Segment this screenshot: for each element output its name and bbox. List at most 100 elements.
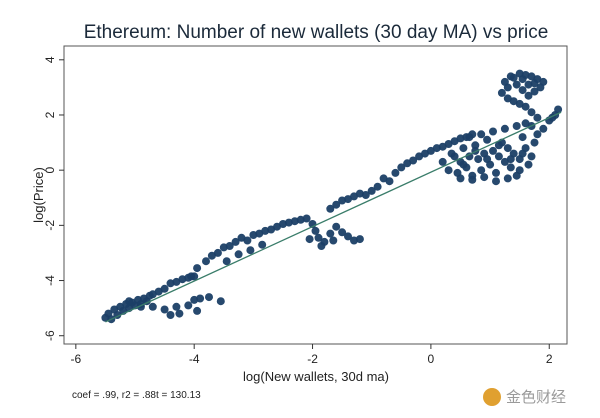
data-point	[518, 75, 527, 84]
data-point	[503, 94, 512, 103]
data-point	[494, 141, 503, 150]
data-point	[465, 133, 474, 142]
data-point	[216, 297, 225, 306]
data-point	[468, 175, 477, 184]
data-point	[500, 124, 509, 133]
data-point	[459, 144, 468, 153]
data-point	[554, 105, 563, 114]
y-axis-label: log(Price)	[31, 167, 46, 223]
data-point	[527, 152, 536, 161]
data-point	[207, 251, 216, 260]
data-point	[503, 174, 512, 183]
data-point	[187, 272, 196, 281]
data-point	[459, 160, 468, 169]
data-point	[477, 130, 486, 139]
data-point	[302, 214, 311, 223]
y-tick-label: 0	[43, 167, 57, 174]
data-point	[447, 149, 456, 158]
x-axis-label: log(New wallets, 30d ma)	[243, 369, 389, 384]
y-tick-label: -4	[43, 275, 57, 286]
data-point	[515, 166, 524, 175]
data-point	[385, 177, 394, 186]
data-point	[175, 309, 184, 318]
data-point	[524, 160, 533, 169]
fit-line-group	[105, 111, 562, 323]
data-point	[530, 138, 539, 147]
data-point	[311, 226, 320, 235]
y-tick-label: 4	[43, 56, 57, 63]
watermark-text: 金色财经	[506, 389, 566, 406]
data-point	[234, 250, 243, 259]
data-point	[367, 186, 376, 195]
y-tick-label: 2	[43, 111, 57, 118]
data-point	[332, 200, 341, 209]
data-point	[524, 80, 533, 89]
data-point	[524, 91, 533, 100]
data-point	[527, 108, 536, 117]
data-point	[148, 302, 157, 311]
data-point	[465, 152, 474, 161]
data-point	[329, 236, 338, 245]
data-point	[512, 80, 521, 89]
data-point	[474, 155, 483, 164]
data-point	[530, 87, 539, 96]
data-point	[361, 191, 370, 199]
data-point	[539, 124, 548, 133]
data-point	[492, 177, 500, 186]
data-point	[444, 166, 453, 175]
data-point	[213, 248, 222, 257]
data-point	[225, 242, 234, 250]
data-point	[202, 257, 210, 266]
data-point	[492, 168, 500, 177]
data-point	[314, 233, 323, 242]
data-point	[231, 237, 240, 246]
data-point	[273, 222, 281, 231]
regression-annotation: coef = .99, r2 = .88t = 130.13	[72, 390, 201, 401]
data-point	[521, 119, 530, 128]
data-point	[397, 163, 406, 172]
data-point	[518, 149, 527, 158]
data-point	[305, 235, 314, 244]
data-point	[172, 277, 181, 286]
data-point	[483, 135, 492, 144]
x-tick-label: -4	[189, 352, 200, 366]
data-point	[533, 113, 542, 122]
data-point	[530, 79, 539, 88]
data-point	[483, 155, 492, 164]
y-tick-label: -6	[43, 330, 57, 341]
data-point	[515, 99, 524, 108]
data-point	[355, 235, 364, 244]
data-point	[477, 166, 486, 175]
data-point	[326, 229, 335, 238]
data-point	[160, 284, 169, 293]
data-point	[344, 195, 352, 204]
data-point	[317, 242, 326, 250]
data-point	[184, 301, 193, 310]
data-point	[326, 204, 335, 213]
y-tick-label: -2	[43, 220, 57, 231]
data-point	[125, 297, 134, 306]
x-axis: -6 -4 -2 0 2	[70, 344, 553, 366]
watermark-logo-icon	[483, 388, 501, 406]
fit-line	[105, 111, 562, 323]
data-point	[205, 293, 213, 302]
x-tick-label: 0	[428, 352, 435, 366]
x-tick-label: -2	[307, 352, 318, 366]
data-point	[506, 163, 515, 172]
watermark: 金色财经	[483, 388, 566, 406]
data-point	[533, 130, 542, 139]
data-point	[509, 73, 518, 82]
data-point	[172, 302, 181, 311]
data-point	[512, 122, 521, 130]
data-point	[166, 311, 175, 319]
data-point	[258, 240, 267, 249]
data-point	[196, 294, 205, 303]
data-point	[456, 174, 465, 183]
y-axis: -6 -4 -2 0 2 4	[43, 56, 64, 341]
data-point	[506, 155, 515, 164]
data-point	[518, 133, 527, 142]
data-point	[518, 86, 527, 95]
data-point	[243, 236, 252, 245]
data-point	[503, 144, 512, 153]
